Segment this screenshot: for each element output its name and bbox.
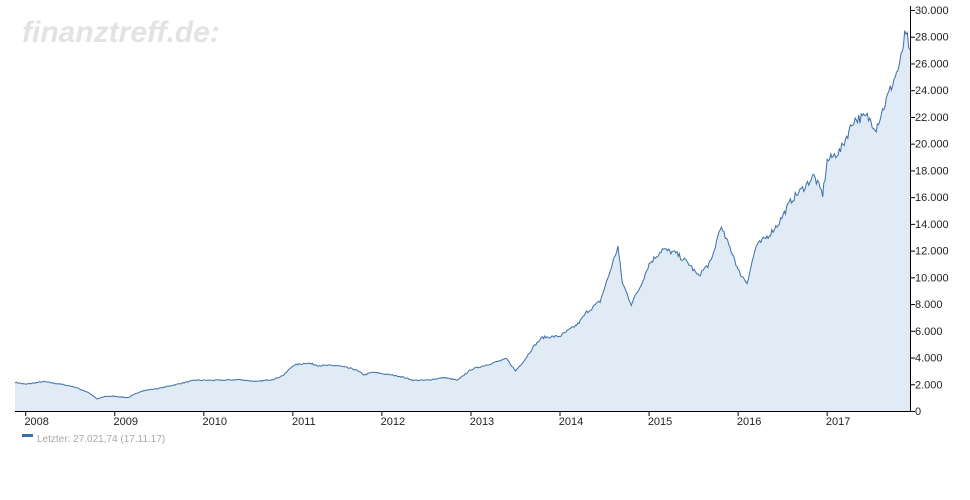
x-tick-label: 2009 — [113, 416, 137, 428]
x-tick-label: 2014 — [559, 416, 583, 428]
y-tick-label: 12.000 — [915, 246, 949, 258]
legend: Letzter: 27.021,74 (17.11.17) — [22, 434, 165, 445]
series-line — [14, 30, 911, 400]
y-tick-label: 30.000 — [915, 5, 949, 17]
x-tick-label: 2011 — [292, 416, 316, 428]
legend-label: Letzter: 27.021,74 (17.11.17) — [37, 434, 165, 445]
y-tick-label: 24.000 — [915, 85, 949, 97]
y-tick-label: 2.000 — [915, 379, 943, 391]
y-tick-label: 8.000 — [915, 299, 943, 311]
x-tick-label: 2012 — [381, 416, 405, 428]
y-axis: 0 2.000 4.000 6.000 8.000 10.000 12.000 14.000 1… — [910, 5, 949, 418]
x-tick-label: 2008 — [24, 416, 48, 428]
y-tick-label: 18.000 — [915, 165, 949, 177]
series-area — [15, 30, 910, 411]
y-tick-label: 6.000 — [915, 326, 943, 338]
y-tick-label: 10.000 — [915, 272, 949, 284]
y-tick-label: 4.000 — [915, 353, 943, 365]
y-tick-label: 16.000 — [915, 192, 949, 204]
y-tick-label: 28.000 — [915, 32, 949, 44]
x-tick-label: 2016 — [737, 416, 761, 428]
y-tick-label: 26.000 — [915, 58, 949, 70]
x-tick-label: 2013 — [470, 416, 494, 428]
y-tick-label: 14.000 — [915, 219, 949, 231]
legend-swatch — [22, 434, 33, 437]
watermark-logo: finanztreff.de: — [22, 16, 220, 49]
x-tick-label: 2010 — [203, 416, 227, 428]
y-tick-label: 20.000 — [915, 139, 949, 151]
y-tick-label: 0 — [915, 406, 921, 418]
x-tick-label: 2017 — [826, 416, 850, 428]
y-tick-label: 22.000 — [915, 112, 949, 124]
x-axis: 2008 2009 2010 2011 2012 2013 2014 2015 2016 2017 — [15, 411, 911, 428]
x-tick-label: 2015 — [648, 416, 672, 428]
